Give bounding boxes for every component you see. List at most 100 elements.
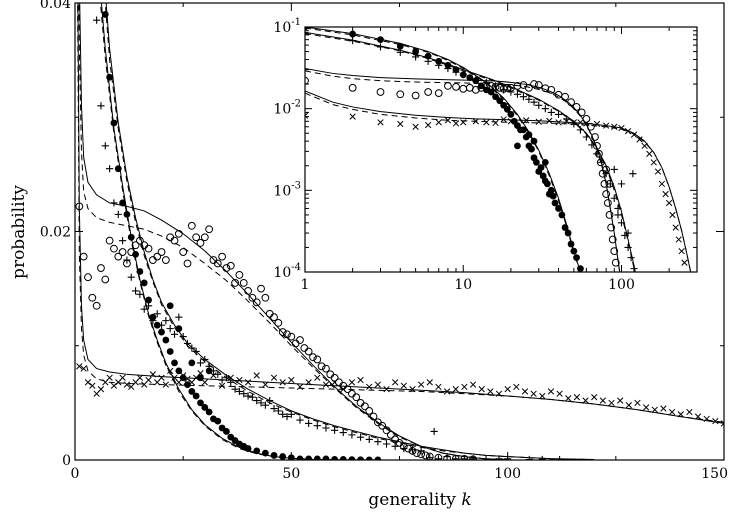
point-marker	[396, 48, 404, 56]
data-point	[97, 102, 105, 110]
point-marker	[309, 353, 317, 362]
data-point	[356, 433, 365, 441]
point-marker	[127, 233, 135, 241]
point-marker	[618, 124, 625, 132]
point-marker	[149, 317, 157, 325]
tick-base: 10	[273, 265, 291, 281]
data-point	[93, 16, 101, 24]
data-point	[528, 145, 535, 153]
data-point	[435, 383, 442, 391]
point-marker	[348, 379, 356, 386]
point-marker	[376, 43, 385, 51]
data-point	[88, 293, 97, 302]
point-marker	[374, 381, 382, 388]
data-point	[491, 82, 500, 91]
data-point	[110, 119, 118, 127]
data-point	[675, 236, 682, 243]
data-point	[646, 150, 653, 157]
point-marker	[348, 456, 356, 460]
data-point	[530, 98, 538, 106]
data-point	[188, 344, 196, 352]
point-marker	[349, 37, 357, 45]
data-point	[424, 88, 433, 96]
inset-frame	[304, 26, 698, 273]
point-marker	[678, 247, 685, 255]
point-marker	[296, 336, 304, 344]
point-marker	[694, 413, 702, 420]
data-point	[382, 426, 391, 435]
point-marker	[546, 117, 553, 124]
data-point	[386, 430, 395, 439]
data-point	[348, 456, 356, 460]
point-marker	[712, 418, 719, 425]
point-marker	[110, 244, 118, 253]
fit-curve-dashed	[99, 3, 378, 460]
point-marker	[288, 376, 295, 384]
data-point	[443, 452, 451, 460]
data-point	[452, 82, 460, 91]
data-point	[660, 405, 667, 412]
tick-exponent: -1	[291, 17, 301, 28]
point-marker	[75, 202, 84, 211]
point-marker	[444, 64, 452, 73]
data-point	[209, 367, 218, 375]
data-point	[412, 123, 419, 130]
point-marker	[296, 416, 304, 424]
data-point	[599, 397, 607, 404]
data-point	[127, 248, 136, 256]
point-marker	[84, 379, 92, 386]
data-point	[504, 455, 512, 460]
point-marker	[244, 445, 252, 452]
point-marker	[495, 83, 504, 92]
point-marker	[200, 233, 209, 242]
data-point	[665, 199, 673, 207]
point-marker	[525, 83, 533, 92]
point-marker	[533, 158, 540, 166]
data-point	[434, 453, 443, 460]
point-marker	[603, 199, 612, 207]
data-point	[523, 117, 530, 124]
point-marker	[197, 399, 204, 407]
point-marker	[570, 247, 578, 255]
point-marker	[153, 321, 161, 329]
data-point	[97, 264, 105, 272]
point-marker	[469, 455, 477, 460]
point-marker	[253, 372, 260, 379]
point-marker	[610, 194, 618, 202]
data-point	[514, 142, 521, 150]
point-marker	[235, 387, 244, 396]
data-point	[624, 229, 632, 237]
point-marker	[435, 61, 443, 69]
data-point	[162, 317, 170, 325]
tick-exponent: -4	[291, 262, 301, 273]
data-point	[153, 310, 161, 318]
data-point	[521, 388, 529, 395]
data-point	[314, 374, 321, 381]
data-point	[668, 408, 676, 416]
point-marker	[577, 265, 584, 272]
point-marker	[570, 120, 578, 128]
data-point	[136, 290, 144, 298]
point-marker	[377, 119, 384, 126]
data-point	[530, 80, 538, 88]
data-point	[174, 229, 183, 238]
point-marker	[478, 386, 485, 393]
point-marker	[106, 73, 114, 81]
point-marker	[504, 455, 512, 460]
data-point	[605, 211, 614, 219]
x-tick-label: 100	[494, 466, 521, 482]
point-marker	[114, 210, 122, 218]
point-marker	[175, 379, 182, 386]
point-marker	[132, 250, 139, 258]
point-marker	[296, 455, 304, 460]
point-marker	[443, 452, 451, 460]
data-point	[573, 254, 580, 262]
point-marker	[605, 211, 614, 219]
point-marker	[547, 108, 555, 117]
point-marker	[681, 259, 688, 266]
fit-curve-dashed	[77, 3, 724, 423]
data-point	[144, 244, 153, 253]
data-point	[588, 141, 596, 149]
data-point	[543, 180, 551, 188]
point-marker	[227, 378, 235, 386]
